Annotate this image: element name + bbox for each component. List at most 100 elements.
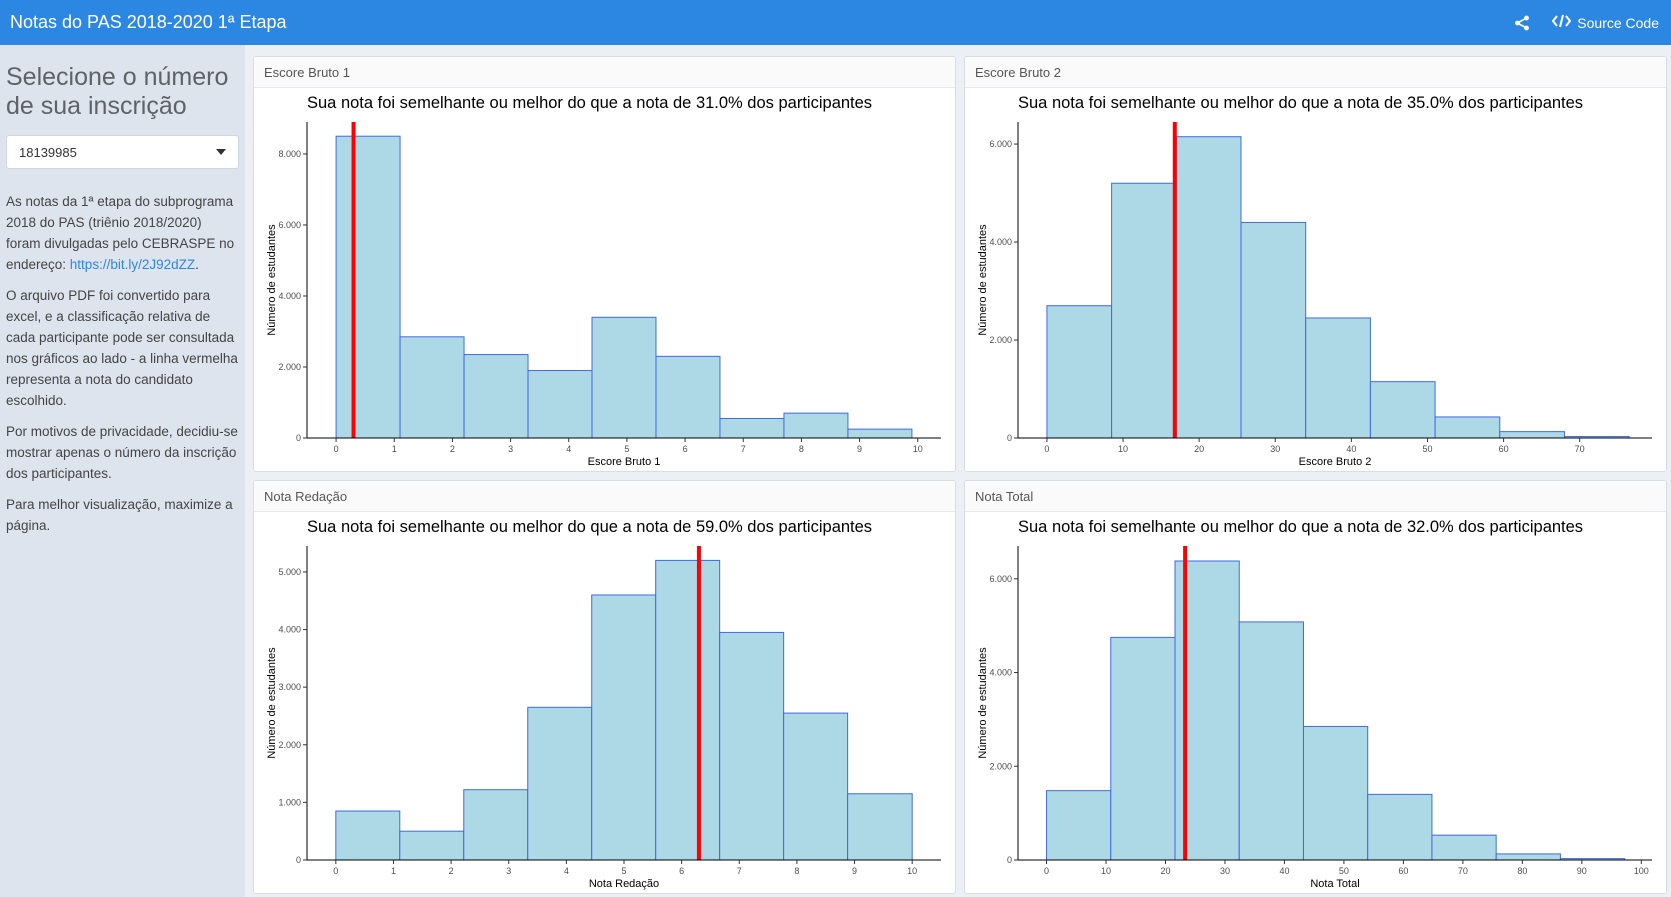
x-axis-title: Nota Total [1310, 878, 1359, 890]
y-tick-label: 2.000 [989, 761, 1012, 771]
cebraspe-link[interactable]: https://bit.ly/2J92dZZ [69, 257, 196, 272]
histogram-nota-total: Sua nota foi semelhante ou melhor do que… [977, 518, 1652, 890]
top-navbar: Notas do PAS 2018-2020 1ª Etapa Source C… [0, 0, 1671, 45]
x-tick-label: 10 [913, 444, 923, 454]
y-tick-label: 4.000 [989, 237, 1012, 247]
sidebar-heading: Selecione o número de sua inscrição [6, 63, 229, 120]
histogram-bar [847, 428, 913, 439]
histogram-bar [1367, 793, 1433, 861]
source-code-link[interactable]: Source Code [1552, 14, 1659, 31]
x-tick-label: 2 [449, 866, 454, 876]
histogram-bar [1046, 305, 1113, 439]
y-tick-label: 1.000 [278, 797, 301, 807]
chart-title: Sua nota foi semelhante ou melhor do que… [307, 518, 872, 536]
x-tick-label: 30 [1220, 866, 1230, 876]
histogram-bar [1434, 416, 1501, 439]
y-tick-label: 0 [296, 855, 301, 865]
histogram-bar [783, 412, 849, 439]
card-header: Nota Redação [254, 481, 955, 512]
histogram-bar [1110, 636, 1176, 861]
histogram-nota-redacao: Sua nota foi semelhante ou melhor do que… [266, 518, 941, 890]
dashboard-title: Notas do PAS 2018-2020 1ª Etapa [10, 12, 287, 32]
x-tick-label: 20 [1194, 444, 1204, 454]
histogram-bar [1369, 381, 1436, 439]
description-paragraph-1: As notas da 1ª etapa do subprograma 2018… [6, 191, 239, 275]
p1-end: . [195, 257, 199, 272]
y-axis-title: Número de estudantes [977, 224, 989, 336]
x-tick-label: 50 [1422, 444, 1432, 454]
x-tick-label: 4 [566, 444, 571, 454]
y-tick-label: 6.000 [278, 220, 301, 230]
card-header: Nota Total [965, 481, 1666, 512]
histogram-bar [591, 594, 657, 861]
y-tick-label: 3.000 [278, 682, 301, 692]
y-tick-label: 5.000 [278, 567, 301, 577]
card-header: Escore Bruto 1 [254, 57, 955, 88]
histogram-bar [1175, 136, 1242, 439]
card-nota-total: Nota Total Sua nota foi semelhante ou me… [964, 480, 1667, 894]
histogram-bar [1111, 182, 1177, 439]
x-tick-label: 3 [506, 866, 511, 876]
source-code-label: Source Code [1577, 14, 1659, 31]
card-header: Escore Bruto 2 [965, 57, 1666, 88]
sidebar-description: As notas da 1ª etapa do subprograma 2018… [6, 191, 239, 536]
x-tick-label: 5 [621, 866, 626, 876]
histogram-bar [399, 830, 465, 861]
y-tick-label: 8.000 [278, 149, 301, 159]
histogram-bar [399, 336, 465, 439]
histogram-bar [655, 355, 721, 439]
y-axis-title: Número de estudantes [266, 647, 278, 759]
histogram-bar [719, 417, 785, 439]
histogram-bar [1305, 317, 1371, 439]
histogram-bar [1431, 834, 1497, 861]
x-tick-label: 10 [1101, 866, 1111, 876]
x-tick-label: 60 [1499, 444, 1509, 454]
chart-title: Sua nota foi semelhante ou melhor do que… [1018, 518, 1583, 536]
x-tick-label: 60 [1398, 866, 1408, 876]
x-tick-label: 6 [679, 866, 684, 876]
y-tick-label: 0 [296, 433, 301, 443]
chart-title: Sua nota foi semelhante ou melhor do que… [1018, 94, 1583, 112]
histogram-bar [1499, 431, 1565, 439]
p1-text: As notas da 1ª etapa do subprograma 2018… [6, 194, 235, 272]
x-tick-label: 1 [392, 444, 397, 454]
x-tick-label: 7 [741, 444, 746, 454]
y-tick-label: 0 [1007, 433, 1012, 443]
x-tick-label: 80 [1517, 866, 1527, 876]
histogram-bar [1238, 621, 1304, 861]
histogram-escore-bruto-1: Sua nota foi semelhante ou melhor do que… [266, 94, 941, 468]
x-tick-label: 5 [624, 444, 629, 454]
y-axis-title: Número de estudantes [977, 647, 989, 759]
card-nota-redacao: Nota Redação Sua nota foi semelhante ou … [253, 480, 956, 894]
y-tick-label: 6.000 [989, 139, 1012, 149]
histogram-bar [1302, 725, 1369, 861]
x-tick-label: 0 [1044, 444, 1049, 454]
card-escore-bruto-1: Escore Bruto 1 Sua nota foi semelhante o… [253, 56, 956, 472]
x-axis-title: Nota Redação [589, 878, 659, 890]
x-tick-label: 10 [907, 866, 917, 876]
inscricao-select[interactable]: 18139985 [6, 135, 239, 169]
x-tick-label: 7 [737, 866, 742, 876]
histogram-bar [1495, 853, 1561, 861]
x-tick-label: 0 [333, 866, 338, 876]
x-tick-label: 2 [450, 444, 455, 454]
x-tick-label: 0 [1044, 866, 1049, 876]
histogram-bar [463, 789, 529, 861]
navbar-actions: Source Code [1514, 14, 1659, 31]
x-tick-label: 9 [852, 866, 857, 876]
x-tick-label: 6 [683, 444, 688, 454]
share-icon[interactable] [1514, 15, 1530, 31]
y-tick-label: 4.000 [278, 291, 301, 301]
y-axis-title: Número de estudantes [266, 224, 278, 336]
x-tick-label: 1 [391, 866, 396, 876]
sidebar: Selecione o número de sua inscrição 1813… [0, 45, 245, 897]
y-tick-label: 0 [1007, 855, 1012, 865]
description-paragraph-4: Para melhor visualização, maximize a pág… [6, 497, 233, 533]
x-tick-label: 50 [1339, 866, 1349, 876]
histogram-bar [1240, 221, 1307, 439]
y-tick-label: 6.000 [989, 574, 1012, 584]
x-axis-title: Escore Bruto 1 [588, 456, 661, 468]
histogram-bar [463, 354, 529, 439]
histogram-bar [335, 810, 401, 861]
x-tick-label: 70 [1575, 444, 1585, 454]
